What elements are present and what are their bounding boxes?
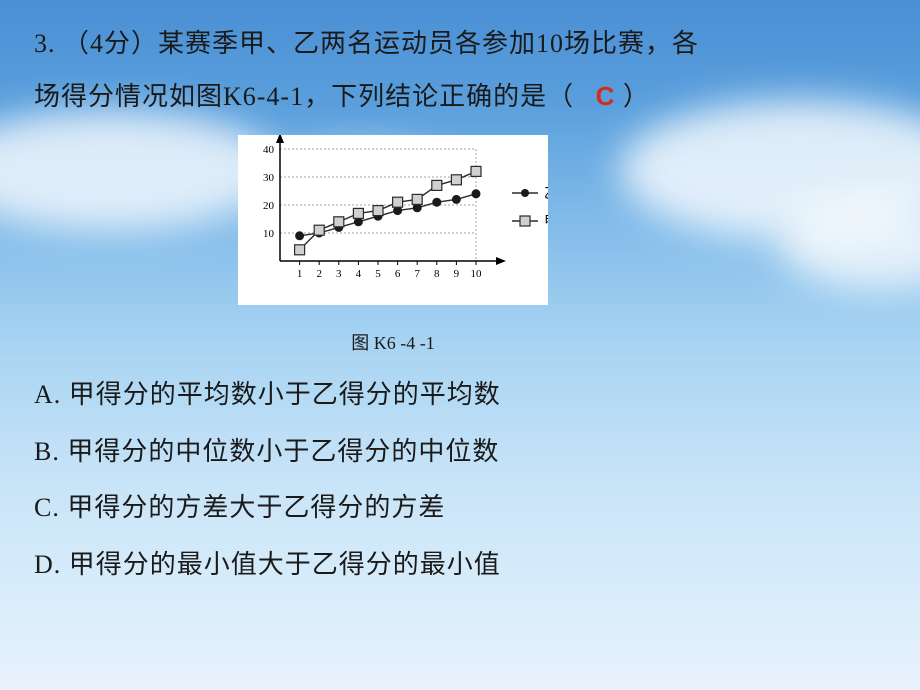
question-stem: 某赛季甲、乙两名运动员各参加10场比赛，各: [158, 29, 699, 58]
options: A. 甲得分的平均数小于乙得分的平均数 B. 甲得分的中位数小于乙得分的中位数 …: [34, 367, 886, 594]
question-stem: 场得分情况如图K6-4-1，下列结论正确的是（: [34, 82, 574, 111]
option-b: B. 甲得分的中位数小于乙得分的中位数: [34, 424, 886, 481]
question-points: （4分）: [63, 29, 158, 58]
question-line1: 3. （4分）某赛季甲、乙两名运动员各参加10场比赛，各: [34, 18, 886, 70]
svg-text:6: 6: [395, 268, 401, 280]
svg-text:9: 9: [454, 268, 460, 280]
svg-text:10: 10: [263, 228, 275, 240]
svg-text:8: 8: [434, 268, 440, 280]
svg-text:2: 2: [316, 268, 322, 280]
option-c: C. 甲得分的方差大于乙得分的方差: [34, 480, 886, 537]
svg-text:1: 1: [297, 268, 303, 280]
svg-text:40: 40: [263, 144, 275, 156]
question-number: 3.: [34, 29, 56, 58]
svg-text:7: 7: [414, 268, 420, 280]
svg-text:乙: 乙: [544, 186, 548, 202]
svg-text:甲: 甲: [544, 215, 548, 230]
answer-mark: C: [596, 81, 616, 111]
question-stem: ）: [623, 82, 650, 111]
chart: 10 20 30 40 1 2 3 4 5 6 7 8 9 10 乙甲: [238, 135, 548, 305]
chart-wrap: 10 20 30 40 1 2 3 4 5 6 7 8 9 10 乙甲 图 K6 -4 -1: [238, 135, 548, 361]
slide-content: 3. （4分）某赛季甲、乙两名运动员各参加10场比赛，各 场得分情况如图K6-4…: [0, 0, 920, 594]
svg-text:30: 30: [263, 172, 275, 184]
question-line2: 场得分情况如图K6-4-1，下列结论正确的是（ C ）: [34, 70, 886, 123]
svg-text:4: 4: [356, 268, 362, 280]
svg-text:3: 3: [336, 268, 342, 280]
svg-text:5: 5: [375, 268, 381, 280]
option-a: A. 甲得分的平均数小于乙得分的平均数: [34, 367, 886, 424]
svg-text:10: 10: [471, 268, 483, 280]
svg-text:20: 20: [263, 200, 275, 212]
option-d: D. 甲得分的最小值大于乙得分的最小值: [34, 537, 886, 594]
chart-caption: 图 K6 -4 -1: [238, 325, 548, 361]
